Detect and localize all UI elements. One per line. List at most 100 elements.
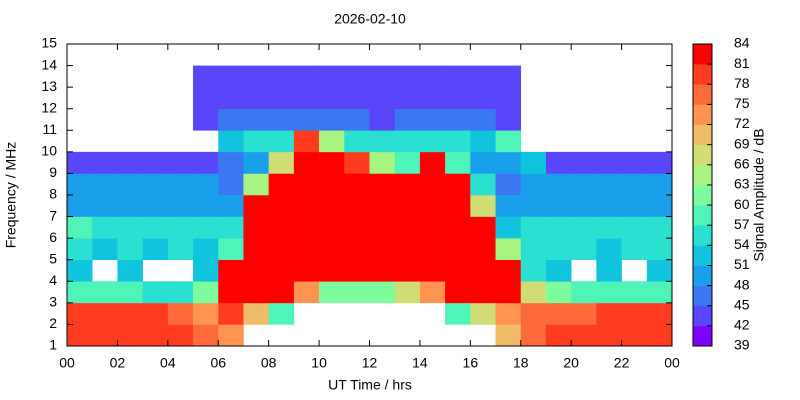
heat-cell: [268, 130, 295, 153]
heat-cell: [545, 195, 572, 217]
heat-cell: [193, 324, 219, 347]
colorbar-tick-label: 84: [734, 35, 750, 51]
heat-cell: [646, 216, 673, 239]
heat-cell: [470, 108, 496, 131]
heat-cell: [92, 216, 118, 239]
heat-cell: [520, 173, 547, 196]
heat-cell: [293, 65, 320, 88]
heat-cell: [193, 238, 219, 261]
y-tick-label: 10: [41, 143, 57, 159]
colorbar-frame: [692, 43, 713, 347]
heat-cell: [319, 87, 345, 110]
heat-cell: [470, 238, 496, 261]
heat-cell: [621, 302, 648, 325]
heat-cell: [243, 281, 269, 304]
heat-cell: [520, 259, 547, 282]
heat-cell: [319, 238, 345, 261]
heat-cell: [293, 281, 320, 304]
heat-cell: [344, 173, 370, 196]
heat-cell: [193, 65, 219, 88]
heat-cell: [268, 151, 295, 174]
heat-cell: [293, 195, 320, 217]
heat-cell: [646, 195, 673, 217]
heat-cell: [495, 238, 522, 261]
heat-cell: [344, 130, 370, 153]
heat-cell: [293, 238, 320, 261]
heat-cell: [67, 238, 93, 261]
heat-cell: [571, 238, 597, 261]
colorbar-band: [693, 205, 712, 226]
heat-cell: [243, 87, 269, 110]
heat-cell: [142, 238, 169, 261]
colorbar-tick-label: 69: [734, 135, 750, 151]
heat-cell: [293, 259, 320, 282]
heat-cell: [621, 324, 648, 347]
heat-cell: [596, 216, 622, 239]
heat-cell: [193, 108, 219, 131]
heat-cell: [268, 87, 295, 110]
heat-cell: [193, 195, 219, 217]
heat-cell: [369, 173, 396, 196]
heat-cell: [495, 65, 522, 88]
heat-cell: [92, 173, 118, 196]
heat-cell: [470, 130, 496, 153]
heat-cell: [218, 281, 244, 304]
heat-cell: [117, 302, 143, 325]
heat-cell: [243, 108, 269, 131]
colorbar-band: [693, 184, 712, 206]
heat-cell: [167, 238, 194, 261]
heat-cell: [419, 216, 446, 239]
x-tick-label: 04: [160, 355, 176, 371]
heat-cell: [646, 324, 673, 347]
heat-cell: [495, 151, 522, 174]
heat-cell: [218, 87, 244, 110]
heat-cell: [167, 324, 194, 347]
heat-cell: [319, 108, 345, 131]
y-tick-label: 15: [41, 35, 57, 51]
heat-cell: [142, 195, 169, 217]
heat-cell: [470, 302, 496, 325]
heat-cell: [344, 65, 370, 88]
colorbar-band: [693, 64, 712, 85]
heat-cell: [394, 173, 421, 196]
heat-cell: [470, 151, 496, 174]
heat-cell: [268, 259, 295, 282]
heat-cell: [545, 151, 572, 174]
colorbar-tick-label: 42: [734, 317, 750, 333]
heat-cell: [243, 130, 269, 153]
heat-cell: [470, 173, 496, 196]
heat-cell: [319, 173, 345, 196]
heat-cell: [596, 281, 622, 304]
heat-cell: [193, 87, 219, 110]
x-axis-label: UT Time / hrs: [328, 377, 412, 393]
heat-cell: [495, 259, 522, 282]
heat-cell: [218, 130, 244, 153]
heat-cell: [193, 216, 219, 239]
heat-cell: [293, 130, 320, 153]
heat-cell: [646, 281, 673, 304]
heat-cell: [495, 87, 522, 110]
heat-cell: [419, 108, 446, 131]
heat-cell: [268, 108, 295, 131]
heat-cell: [293, 87, 320, 110]
heat-cell: [268, 281, 295, 304]
heat-cell: [520, 324, 547, 347]
heat-cell: [646, 173, 673, 196]
colorbar-tick-label: 57: [734, 216, 750, 232]
heat-cell: [394, 130, 421, 153]
heat-cell: [268, 173, 295, 196]
heat-cell: [117, 281, 143, 304]
heat-cell: [369, 259, 396, 282]
colorbar-tick-label: 75: [734, 95, 750, 111]
heat-cell: [92, 151, 118, 174]
heat-cell: [621, 195, 648, 217]
heat-cell: [117, 151, 143, 174]
y-tick-label: 13: [41, 78, 57, 94]
colorbar-label: Signal Amplitude / dB: [751, 128, 767, 261]
colorbar-tick-label: 78: [734, 75, 750, 91]
heat-cell: [293, 108, 320, 131]
heat-cell: [419, 281, 446, 304]
heat-cell: [319, 281, 345, 304]
x-tick-label: 16: [463, 355, 479, 371]
heat-cell: [142, 173, 169, 196]
